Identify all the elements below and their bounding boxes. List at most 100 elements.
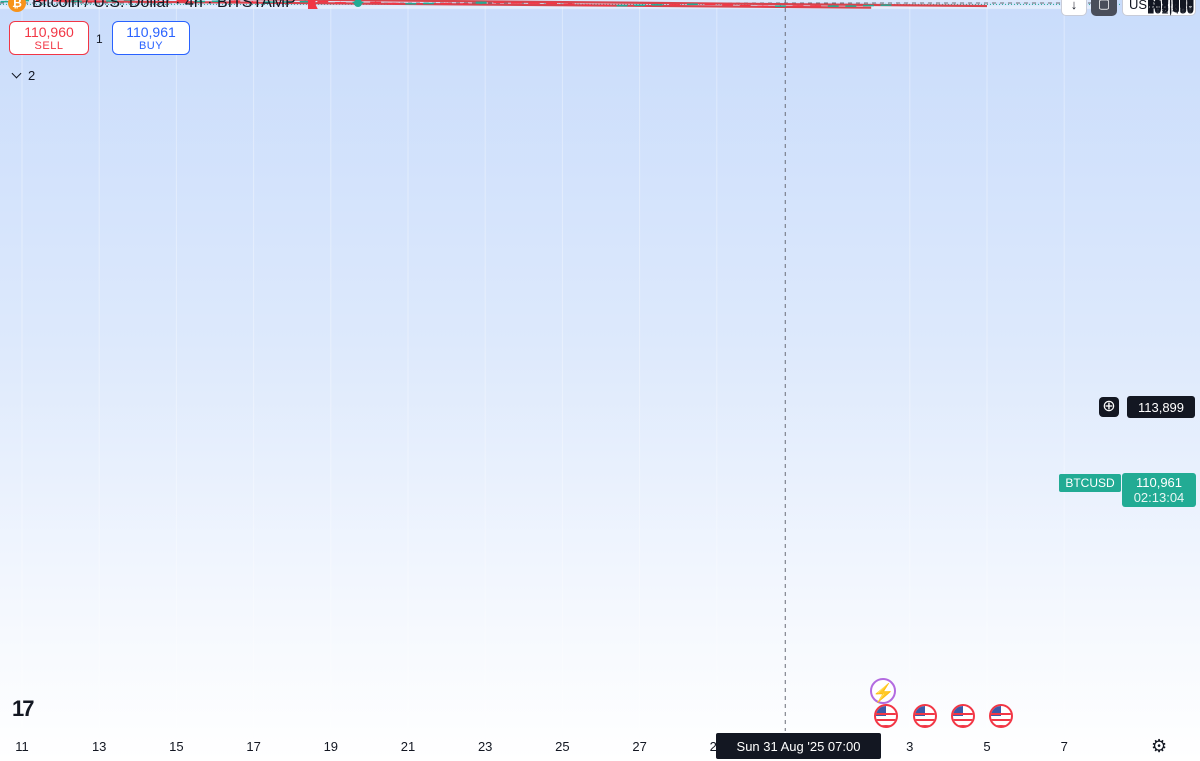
candle-body <box>704 3 716 6</box>
symbol-tag: BTCUSD <box>1059 474 1121 492</box>
candle-body <box>35 0 47 2</box>
candle-body <box>88 0 100 3</box>
candle-body <box>264 1 276 3</box>
download-button[interactable]: ↓ <box>1061 0 1087 16</box>
candle-body <box>616 4 628 7</box>
price-tick-label: 112,000 <box>1147 0 1194 12</box>
time-tick-label: 25 <box>555 739 570 754</box>
us-flag-event-icon[interactable] <box>913 704 937 728</box>
candle-body <box>810 5 822 8</box>
candle-body <box>334 2 346 4</box>
crosshair-price-label: 113,899 <box>1127 396 1195 418</box>
currency-label: USD <box>1129 0 1157 12</box>
candle-body <box>282 1 294 3</box>
time-tick-label: 5 <box>983 739 991 754</box>
us-flag-event-icon[interactable] <box>951 704 975 728</box>
sell-button[interactable]: 110,960 SELL <box>9 21 89 55</box>
last-price-value: 110,961 <box>1135 475 1183 490</box>
candle-body <box>827 5 839 7</box>
price-tick-label: 107,300 <box>1147 0 1194 14</box>
last-price-label: 110,961 02:13:04 <box>1122 473 1196 507</box>
time-tick-label: 15 <box>169 739 184 754</box>
candle-body <box>317 0 329 3</box>
price-tick-label: 118,000 <box>1147 0 1194 9</box>
sell-price: 110,960 <box>24 24 74 40</box>
us-flag-event-icon[interactable] <box>874 704 898 728</box>
channel-line-upper <box>214 0 988 8</box>
candle-body <box>229 0 241 3</box>
add-alert-plus-icon[interactable]: ⊕ <box>1099 397 1119 417</box>
candle-body <box>581 4 593 6</box>
candle-body <box>458 3 470 5</box>
candle-body <box>387 2 399 5</box>
candle-body <box>53 0 65 2</box>
candle-body <box>563 3 575 5</box>
price-tick-label: 104,850 <box>1147 0 1194 15</box>
candle-body <box>299 0 311 3</box>
candle-body <box>70 0 82 3</box>
market-status-icon <box>353 0 362 7</box>
candle-body <box>845 5 857 7</box>
price-tick-label: 122,000 <box>1147 0 1194 7</box>
time-tick-label: 21 <box>400 739 416 754</box>
candle-body <box>880 4 892 6</box>
gear-icon[interactable]: ⚙ <box>1151 736 1168 756</box>
candle-body <box>440 2 452 5</box>
buy-price: 110,961 <box>126 24 176 40</box>
buy-label: BUY <box>138 40 164 52</box>
candle-body <box>211 0 223 3</box>
countdown-value: 02:13:04 <box>1133 490 1185 505</box>
candle-body <box>598 4 610 7</box>
sell-label: SELL <box>34 40 64 52</box>
candle-body <box>176 0 188 2</box>
price-tick-label: 103,650 <box>1147 0 1194 16</box>
chart-grid <box>0 0 1100 730</box>
spread-value: 1 <box>96 32 103 46</box>
screenshot-button[interactable]: ▢ <box>1091 0 1117 16</box>
time-tick-label: 27 <box>632 739 647 754</box>
price-tick-label: 120,000 <box>1147 0 1194 8</box>
candle-body <box>634 4 646 6</box>
time-tick-label: 19 <box>323 739 339 754</box>
bitcoin-logo-icon: ₿ <box>8 0 26 12</box>
candle-body <box>686 3 698 6</box>
candle-body <box>774 5 786 7</box>
price-tick-label: 128,000 <box>1147 0 1194 4</box>
crosshair-time-label: Sun 31 Aug '25 07:00 <box>716 733 881 759</box>
candle-body <box>422 2 434 5</box>
us-flag-event-icon[interactable] <box>989 704 1013 728</box>
buy-button[interactable]: 110,961 BUY <box>112 21 190 55</box>
candle-body <box>757 5 769 7</box>
candle-body <box>528 2 540 4</box>
price-tick-label: 102,450 <box>1147 1 1194 17</box>
crosshair-lines <box>0 0 1120 731</box>
indicators-toggle[interactable]: 2 <box>11 68 36 83</box>
flag-icon[interactable] <box>307 0 318 9</box>
indicator-count: 2 <box>28 68 36 83</box>
candle-body <box>739 4 751 7</box>
price-tick-label: 126,000 <box>1147 0 1194 5</box>
candle-body <box>792 5 804 7</box>
time-tick-label: 11 <box>15 739 29 754</box>
time-tick-label: 7 <box>1060 739 1068 754</box>
price-tick-label: 116,000 <box>1147 0 1194 10</box>
bolt-event-icon[interactable]: ⚡ <box>870 678 896 704</box>
arrow-down-icon: ↓ <box>1070 0 1078 12</box>
candle-body <box>0 0 12 3</box>
camera-icon: ▢ <box>1097 0 1111 11</box>
tradingview-logo-icon[interactable]: 17 <box>12 696 35 721</box>
candle-body <box>669 4 681 6</box>
candle-body <box>510 2 522 4</box>
candle-body <box>123 0 135 1</box>
candle-body <box>370 1 382 4</box>
candle-body <box>194 0 206 3</box>
currency-select[interactable]: USD ⌄ <box>1122 0 1196 16</box>
candle-body <box>246 1 258 3</box>
symbol-header[interactable]: ₿ Bitcoin / U.S. Dollar · 4h · BITSTAMP <box>8 0 362 12</box>
candle-body <box>722 3 734 6</box>
time-tick-label: 3 <box>906 739 914 754</box>
price-tick-label: 106,050 <box>1147 0 1194 15</box>
candle-body <box>862 4 874 7</box>
candle-body <box>546 2 558 5</box>
